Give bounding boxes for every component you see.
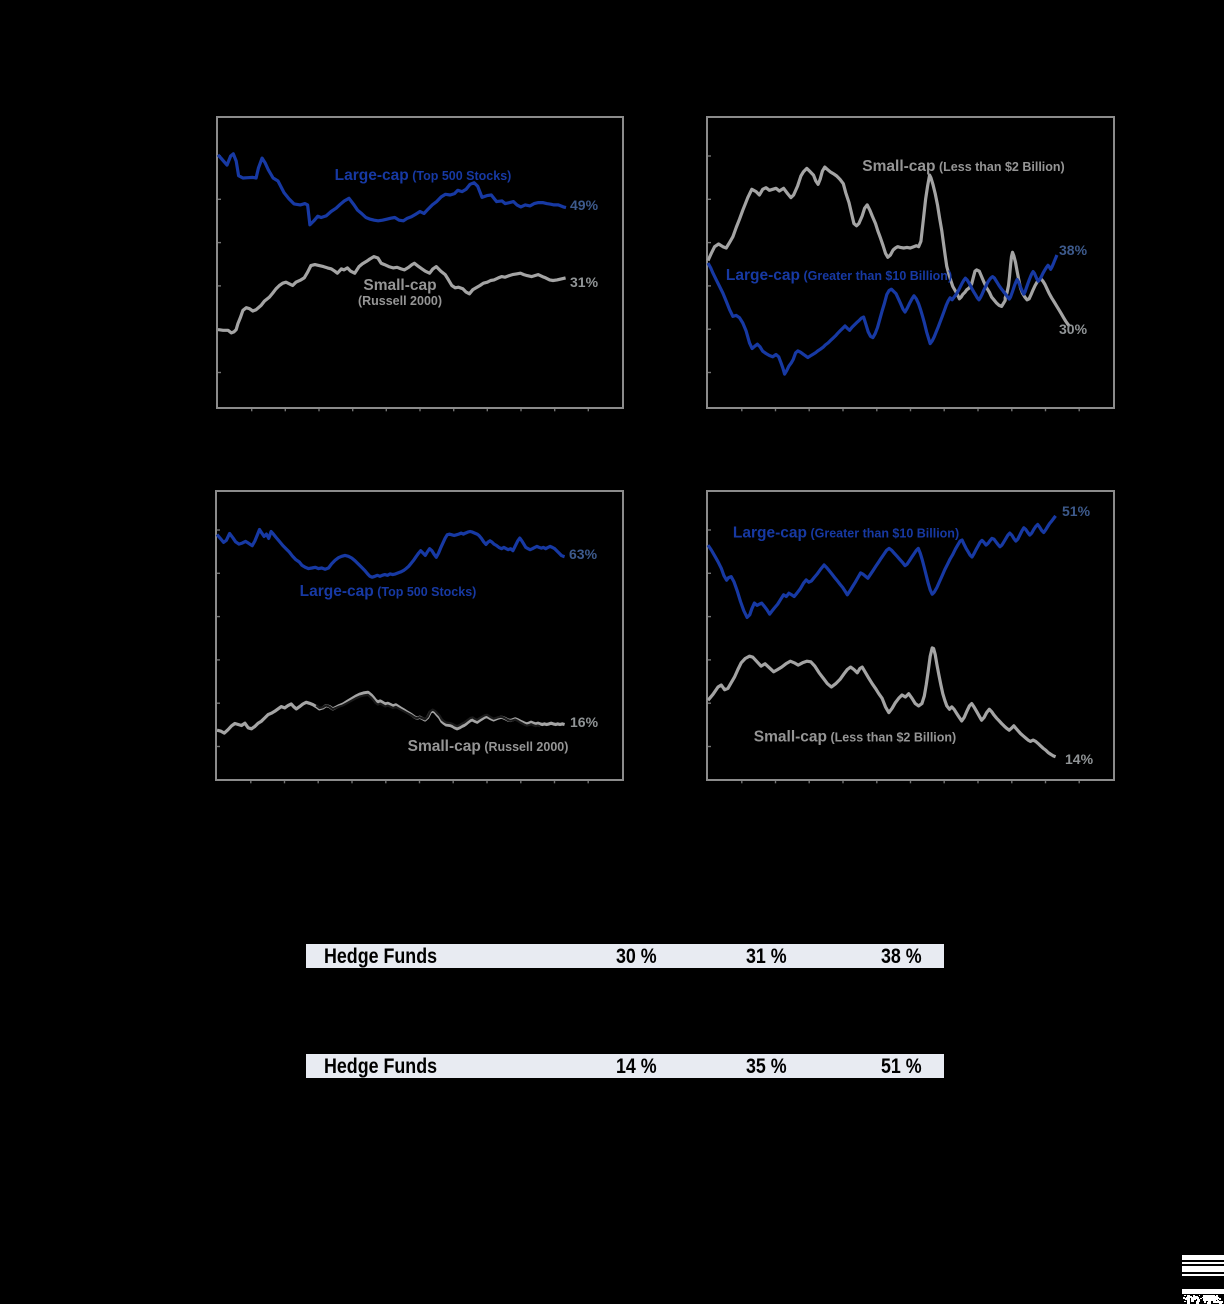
svg-text:Small-cap (Less than $2 Billio: Small-cap (Less than $2 Billion) xyxy=(754,729,956,746)
svg-text:30%: 30% xyxy=(1059,321,1088,337)
svg-text:Large-cap (Top 500 Stocks): Large-cap (Top 500 Stocks) xyxy=(300,583,477,600)
svg-text:(Russell 2000): (Russell 2000) xyxy=(358,294,442,308)
svg-text:Small-cap (Russell 2000): Small-cap (Russell 2000) xyxy=(408,738,569,755)
svg-text:16%: 16% xyxy=(570,714,599,730)
svg-text:Large-cap (Greater than $10 Bi: Large-cap (Greater than $10 Billion) xyxy=(726,267,952,284)
svg-text:Large-cap (Greater than $10 Bi: Large-cap (Greater than $10 Billion) xyxy=(733,525,959,542)
svg-text:63%: 63% xyxy=(569,546,598,562)
svg-text:51%: 51% xyxy=(1062,503,1091,519)
svg-text:38%: 38% xyxy=(1059,242,1088,258)
svg-text:49%: 49% xyxy=(570,197,599,213)
svg-text:Small-cap (Less than $2 Billio: Small-cap (Less than $2 Billion) xyxy=(862,158,1064,175)
svg-text:Small-cap: Small-cap xyxy=(363,277,436,294)
svg-text:31%: 31% xyxy=(570,274,599,290)
svg-text:Large-cap (Top 500 Stocks): Large-cap (Top 500 Stocks) xyxy=(335,167,512,184)
svg-text:14%: 14% xyxy=(1065,751,1094,767)
